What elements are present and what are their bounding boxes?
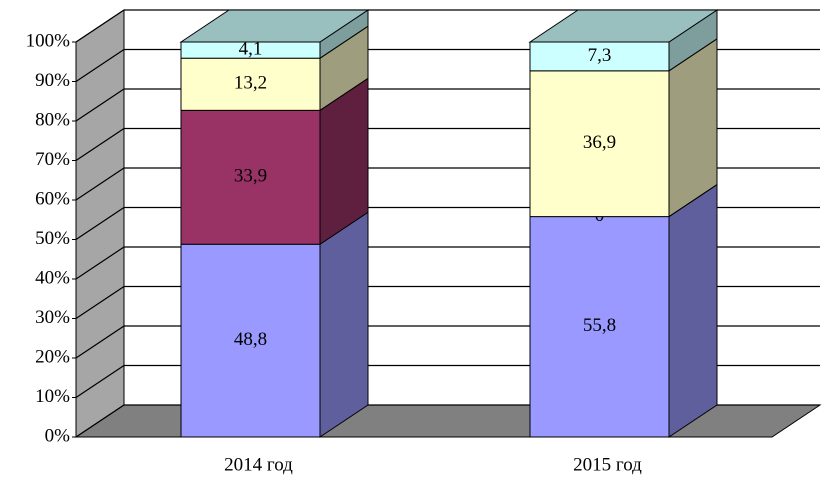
data-label: 4,1 (239, 38, 263, 59)
bar-side (319, 211, 369, 438)
y-tick-label: 100% (26, 30, 71, 51)
data-label: 33,9 (234, 166, 267, 187)
y-tick-label: 90% (35, 70, 70, 91)
data-label: 48,8 (234, 329, 267, 350)
y-tick-label: 70% (35, 149, 70, 170)
y-tick-label: 0% (45, 425, 71, 446)
y-tick-label: 30% (35, 307, 70, 328)
data-label: 7,3 (588, 45, 612, 66)
bar (180, 57, 321, 111)
data-label: 55,8 (583, 315, 616, 336)
y-tick-label: 20% (35, 346, 70, 367)
bar (529, 70, 670, 218)
y-tick-label: 80% (35, 109, 70, 130)
bar-top (179, 9, 370, 43)
y-tick-label: 10% (35, 386, 70, 407)
bar (529, 216, 670, 438)
bar-top (528, 9, 719, 43)
bar (180, 243, 321, 438)
y-tick-label: 40% (35, 267, 70, 288)
x-tick-label: 2015 год (573, 454, 642, 475)
y-tick-label: 60% (35, 188, 70, 209)
bar-side (668, 183, 718, 438)
bar (529, 41, 670, 72)
data-label: 13,2 (234, 73, 267, 94)
bar (180, 109, 321, 245)
data-label: 36,9 (583, 132, 616, 153)
x-tick-label: 2014 год (224, 454, 293, 475)
y-tick-label: 50% (35, 228, 70, 249)
bars: 48,833,913,24,155,8036,97,3 (179, 9, 719, 438)
